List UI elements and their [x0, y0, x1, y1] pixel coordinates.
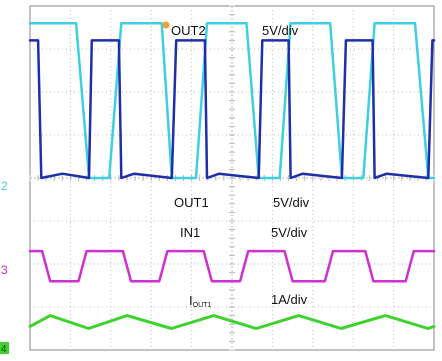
- iout1-scale: 1A/div: [271, 292, 308, 307]
- out1-label: OUT1: [174, 195, 209, 210]
- trace-iout1: [28, 314, 436, 330]
- out2-label: OUT2: [171, 23, 206, 38]
- ch4-marker: 4: [1, 344, 7, 355]
- ch3-marker: 3: [1, 263, 8, 277]
- in1-scale: 5V/div: [271, 225, 308, 240]
- trigger-marker: [162, 21, 170, 29]
- ch2-marker: 2: [1, 179, 8, 193]
- ch4-marker-box: [0, 342, 9, 354]
- trace-out1: [28, 39, 436, 180]
- channel-markers: 2 3 4: [0, 179, 9, 355]
- trace-out2: [28, 21, 436, 180]
- channel-labels: OUT2 5V/div OUT1 5V/div IN1 5V/div IOUT1…: [162, 21, 310, 309]
- trace-in1: [28, 249, 436, 283]
- in1-label: IN1: [180, 225, 200, 240]
- iout1-label: IOUT1: [189, 293, 211, 309]
- traces: [28, 21, 436, 330]
- out1-scale: 5V/div: [273, 195, 310, 210]
- out2-scale: 5V/div: [262, 23, 299, 38]
